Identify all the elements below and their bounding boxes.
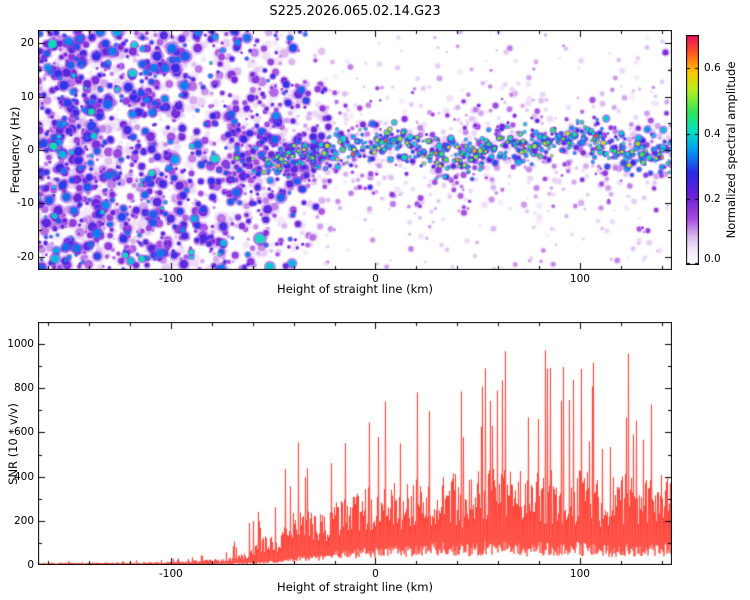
spectrogram-panel: Frequency (Hz) Height of straight line (… xyxy=(8,30,672,296)
tick-label: 0.4 xyxy=(704,127,721,140)
tick-label: 800 xyxy=(13,382,34,395)
tick-label: 0.6 xyxy=(704,61,721,74)
tick-label: 20 xyxy=(20,37,34,50)
tick-label: 0 xyxy=(372,568,379,580)
figure-title: S225.2026.065.02.14.G23 xyxy=(269,4,441,19)
spectrogram-ylabel: Frequency (Hz) xyxy=(8,106,22,194)
snr-xlabel: Height of straight line (km) xyxy=(277,580,433,594)
tick-label: 400 xyxy=(13,470,34,483)
tick-label: -10 xyxy=(16,197,34,210)
snr-panel: SNR (10 * v/v) Height of straight line (… xyxy=(6,322,672,594)
tick-label: -100 xyxy=(159,273,183,285)
colorbar-label: Normalized spectral amplitude xyxy=(724,61,738,239)
tick-label: 0 xyxy=(372,273,379,285)
tick-label: 100 xyxy=(569,273,590,285)
spectrogram-canvas xyxy=(38,30,672,270)
tick-label: 0.2 xyxy=(704,193,721,206)
tick-label: 200 xyxy=(13,514,34,527)
tick-label: -20 xyxy=(16,250,34,263)
spectrogram-ylabel-wrap: Frequency (Hz) xyxy=(8,107,22,194)
colorbar: Normalized spectral amplitude 0.0 0.2 0.4 0… xyxy=(686,35,738,265)
colorbar-canvas xyxy=(686,35,699,265)
tick-label: 1000 xyxy=(7,338,34,351)
tick-label: 0 xyxy=(27,144,34,156)
tick-label: 600 xyxy=(13,426,34,439)
colorbar-label-wrap: Normalized spectral amplitude xyxy=(724,62,738,239)
tick-label: 0 xyxy=(27,559,34,571)
spectrogram-xlabel: Height of straight line (km) xyxy=(277,282,433,296)
snr-canvas xyxy=(38,322,672,565)
tick-label: 10 xyxy=(20,90,34,103)
tick-label: 100 xyxy=(569,568,590,580)
tick-label: 0.0 xyxy=(704,253,721,265)
tick-label: -100 xyxy=(159,568,183,580)
